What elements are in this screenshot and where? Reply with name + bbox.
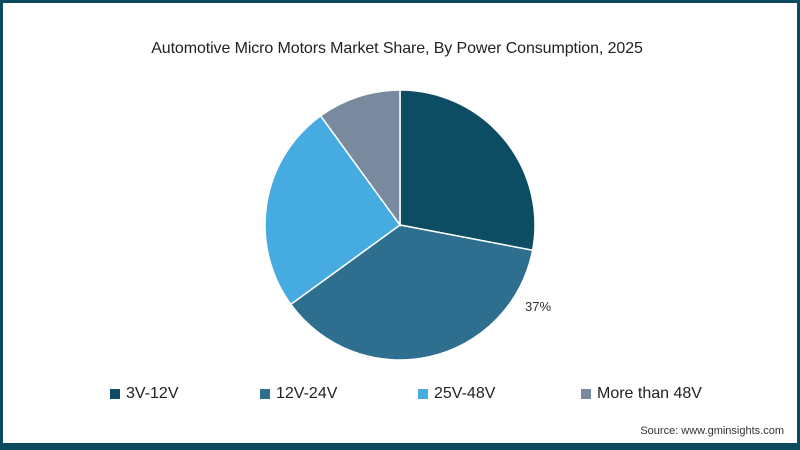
legend-item-12v-24v: 12V-24V	[260, 385, 337, 403]
pie-slice-more-than-48v	[319, 89, 401, 228]
pie-slice-3v-12v	[399, 89, 536, 252]
pie-slice-25v-48v	[264, 114, 402, 306]
legend-swatch	[581, 389, 591, 399]
legend-swatch	[418, 389, 428, 399]
source-note: Source: www.gminsights.com	[640, 425, 784, 437]
legend-item-25v-48v: 25V-48V	[418, 385, 495, 403]
legend-label: More than 48V	[597, 385, 702, 402]
legend-swatch	[110, 389, 120, 399]
legend-label: 25V-48V	[434, 385, 496, 402]
pie-slices	[264, 89, 536, 361]
legend-label: 3V-12V	[126, 385, 179, 402]
legend-swatch	[260, 389, 270, 399]
legend: 3V-12V 12V-24V 25V-48V More than 48V	[0, 385, 794, 405]
chart-title: Automotive Micro Motors Market Share, By…	[151, 40, 643, 57]
legend-label: 12V-24V	[276, 385, 338, 402]
legend-item-3v-12v: 3V-12V	[110, 385, 178, 403]
pie-slice-12v-24v	[289, 224, 534, 361]
slice-label-12v-24v: 37%	[525, 299, 552, 314]
legend-item-more-than-48v: More than 48V	[581, 385, 702, 403]
